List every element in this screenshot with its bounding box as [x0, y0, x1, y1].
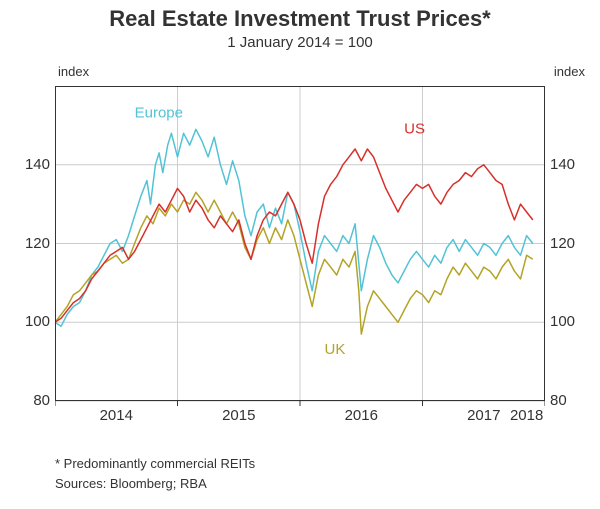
series-label-us: US [404, 120, 425, 137]
xtick: 2015 [219, 407, 259, 424]
y-axis-label-right: index [554, 64, 585, 79]
chart-subtitle: 1 January 2014 = 100 [0, 34, 600, 51]
xtick: 2017 [464, 407, 504, 424]
reit-chart: Real Estate Investment Trust Prices* 1 J… [0, 6, 600, 509]
series-label-uk: UK [325, 341, 346, 358]
ytick-left: 80 [10, 392, 50, 409]
ytick-right: 120 [550, 235, 590, 252]
xtick: 2018 [507, 407, 547, 424]
ytick-left: 120 [10, 235, 50, 252]
chart-title: Real Estate Investment Trust Prices* [0, 6, 600, 32]
xtick: 2014 [96, 407, 136, 424]
ytick-left: 100 [10, 313, 50, 330]
sources: Sources: Bloomberg; RBA [55, 476, 207, 491]
xtick: 2016 [341, 407, 381, 424]
series-label-europe: Europe [135, 105, 183, 122]
ytick-right: 80 [550, 392, 590, 409]
ytick-left: 140 [10, 156, 50, 173]
footnote: * Predominantly commercial REITs [55, 456, 255, 471]
ytick-right: 140 [550, 156, 590, 173]
ytick-right: 100 [550, 313, 590, 330]
plot-svg: Europe US UK [55, 66, 545, 426]
plot-area: Europe US UK [55, 66, 545, 426]
